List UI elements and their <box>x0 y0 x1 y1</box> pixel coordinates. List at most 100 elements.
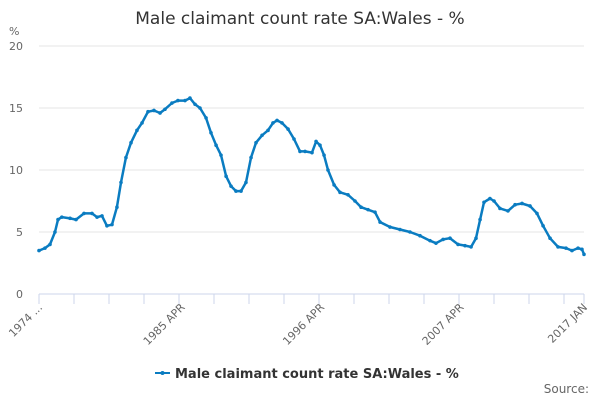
data-point <box>183 98 187 103</box>
data-point <box>314 139 318 144</box>
legend[interactable]: Male claimant count rate SA:Wales - % <box>155 367 459 382</box>
data-point <box>260 133 264 138</box>
data-point <box>56 217 60 222</box>
data-point <box>286 127 290 131</box>
data-point <box>535 211 539 216</box>
data-point <box>146 109 150 114</box>
data-point <box>441 237 445 242</box>
data-point <box>188 96 192 100</box>
data-point <box>506 209 510 213</box>
data-point <box>469 245 473 249</box>
data-point <box>280 121 284 125</box>
data-point <box>338 190 342 195</box>
data-point <box>129 140 133 145</box>
data-point <box>576 246 580 250</box>
y-tick-label: 15 <box>9 102 23 115</box>
y-tick-label: 20 <box>9 40 23 53</box>
data-point <box>152 108 156 113</box>
data-point <box>520 201 524 206</box>
data-point <box>548 236 552 240</box>
data-point <box>48 242 52 247</box>
data-point <box>582 252 586 257</box>
data-point <box>254 140 258 145</box>
data-point <box>326 168 330 172</box>
data-point <box>239 189 243 193</box>
data-point <box>310 150 314 155</box>
data-point <box>408 230 412 234</box>
data-point <box>378 220 382 224</box>
y-axis-label: % <box>9 25 19 38</box>
data-point <box>124 155 128 160</box>
data-point <box>541 224 545 228</box>
data-point <box>322 153 326 157</box>
data-point <box>513 202 517 207</box>
data-point <box>53 230 57 234</box>
data-point <box>332 183 336 187</box>
x-tick-label: 1985 APR <box>141 301 188 348</box>
data-point <box>219 153 223 157</box>
data-point <box>105 224 109 228</box>
data-point <box>463 243 467 248</box>
data-point <box>74 217 78 222</box>
data-point <box>100 214 104 218</box>
data-point <box>170 101 174 105</box>
data-point <box>346 193 350 197</box>
data-point <box>478 217 482 222</box>
data-point <box>366 207 370 212</box>
data-point <box>95 215 99 219</box>
data-point <box>428 238 432 243</box>
data-point <box>498 206 502 211</box>
legend-marker-icon <box>160 371 165 375</box>
data-point <box>492 199 496 203</box>
x-tick-label: 1996 APR <box>280 301 327 348</box>
data-point <box>115 205 119 209</box>
x-tick-label: 1974 ... <box>6 301 45 340</box>
y-tick-label: 10 <box>9 164 23 177</box>
data-point <box>234 189 238 193</box>
data-point <box>249 155 253 160</box>
series-line <box>38 96 586 255</box>
data-point <box>60 215 64 219</box>
data-point <box>564 246 568 250</box>
data-point <box>158 111 162 115</box>
data-point <box>82 211 86 216</box>
data-point <box>570 248 574 253</box>
data-point <box>43 246 47 250</box>
data-point <box>456 242 460 247</box>
data-point <box>373 210 377 214</box>
data-point <box>198 106 202 110</box>
data-point <box>140 121 144 125</box>
data-point <box>388 225 392 229</box>
data-point <box>398 227 402 232</box>
data-point <box>298 149 302 154</box>
data-point <box>193 102 197 107</box>
data-point <box>135 128 139 133</box>
y-tick-label: 0 <box>16 288 23 301</box>
data-point <box>528 204 532 208</box>
data-point <box>303 149 307 154</box>
data-point <box>266 128 270 133</box>
data-point <box>359 205 363 209</box>
chart-title: Male claimant count rate SA:Wales - % <box>135 9 464 29</box>
data-point <box>176 98 180 103</box>
data-point <box>318 143 322 147</box>
data-point <box>209 131 213 135</box>
data-point <box>204 116 208 120</box>
data-point <box>37 248 41 253</box>
data-point <box>556 245 560 249</box>
y-tick-label: 5 <box>16 226 23 239</box>
data-point <box>214 143 218 147</box>
data-point <box>224 174 228 178</box>
data-point <box>353 199 357 203</box>
data-point <box>275 118 279 123</box>
data-point <box>271 121 275 125</box>
data-point <box>488 196 492 201</box>
data-point <box>474 236 478 240</box>
legend-label: Male claimant count rate SA:Wales - % <box>175 367 459 382</box>
data-point <box>110 222 114 227</box>
data-point <box>580 247 584 252</box>
data-point <box>418 233 422 238</box>
source-label: Source: <box>544 382 589 396</box>
